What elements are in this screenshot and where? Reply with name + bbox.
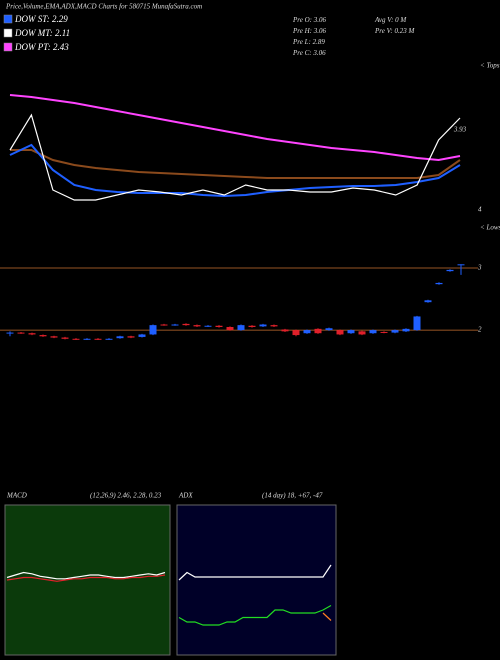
candle-body — [303, 330, 311, 334]
info-text: Pre H: 3.06 — [292, 27, 326, 35]
info-label: Pre H: — [292, 27, 312, 35]
info-label: Pre C: — [292, 49, 312, 57]
series-line — [6, 571, 166, 580]
candle-body — [171, 324, 179, 326]
candle-body — [116, 336, 124, 339]
y-tick-label: 2 — [478, 326, 482, 334]
legend-text: DOW MT: 2.11 — [14, 28, 70, 38]
legend-value: 2.29 — [52, 14, 68, 24]
series-line — [9, 113, 461, 201]
legend-label: DOW PT: — [14, 42, 51, 52]
candle-body — [6, 332, 14, 334]
info-unit: M — [408, 27, 416, 35]
candle-body — [72, 338, 80, 340]
info-label: Pre V: — [374, 27, 393, 35]
candle-body — [424, 300, 432, 303]
candle-body — [215, 325, 223, 327]
candle-body — [391, 330, 399, 333]
candle-body — [127, 336, 135, 338]
info-text: Avg V: 0 M — [374, 16, 407, 24]
info-unit: M — [399, 16, 407, 24]
candle-body — [105, 338, 113, 340]
candle-body — [446, 269, 454, 272]
series-line — [6, 574, 166, 582]
candle-body — [138, 334, 146, 337]
candle-body — [314, 328, 322, 334]
y-tick-label: 4 — [478, 206, 482, 214]
candle-body — [160, 324, 168, 326]
candle-body — [402, 328, 410, 332]
candle-body — [325, 328, 333, 331]
candle-body — [204, 325, 212, 327]
candle-body — [292, 330, 300, 336]
series-line — [10, 149, 461, 179]
candle-body — [435, 282, 443, 285]
legend-swatch — [3, 14, 13, 24]
series-line — [322, 612, 332, 621]
info-text: Pre V: 0.23 M — [374, 27, 416, 35]
legend-label: DOW ST: — [14, 14, 50, 24]
info-value: 0.23 — [395, 27, 408, 35]
info-label: Avg V: — [374, 16, 393, 24]
annotation: < Lows — [480, 224, 500, 232]
info-text: Pre C: 3.06 — [292, 49, 326, 57]
candle-body — [61, 337, 69, 339]
candle-body — [193, 325, 201, 327]
legend-value: 2.11 — [55, 28, 70, 38]
info-value: 3.06 — [313, 27, 327, 35]
candle-body — [50, 336, 58, 338]
annotation: < Tops — [480, 62, 500, 70]
legend-swatch — [3, 28, 13, 38]
candle-body — [380, 331, 388, 333]
candle-body — [369, 330, 377, 334]
series-line — [178, 564, 332, 581]
series-line — [178, 604, 332, 626]
candle-body — [270, 325, 278, 327]
panel-title: ADX — [178, 492, 193, 500]
annotation: 3.93 — [453, 126, 467, 134]
candle-body — [248, 325, 256, 327]
series-line — [9, 143, 461, 198]
info-value: 3.06 — [312, 49, 326, 57]
candle-body — [336, 330, 344, 335]
panel-bg — [176, 504, 337, 656]
y-tick-label: 3 — [477, 264, 482, 272]
legend-text: DOW ST: 2.29 — [14, 14, 68, 24]
panel-subtitle: (12,26,9) 2.46, 2.28, 0.23 — [90, 492, 162, 500]
candle-body — [94, 338, 102, 340]
candle-body — [182, 323, 190, 326]
info-label: Pre L: — [292, 38, 311, 46]
legend-value: 2.43 — [53, 42, 69, 52]
candle-body — [281, 329, 289, 332]
candle-body — [83, 338, 91, 340]
panel-title: MACD — [6, 492, 27, 500]
info-label: Pre O: — [292, 16, 312, 24]
info-value: 2.89 — [313, 38, 326, 46]
page-title: Price,Volume,EMA,ADX,MACD Charts for 580… — [5, 3, 202, 11]
series-line — [9, 94, 461, 162]
info-text: Pre O: 3.06 — [292, 16, 326, 24]
info-value: 3.06 — [313, 16, 327, 24]
candle-body — [259, 324, 267, 327]
candle-body — [149, 325, 157, 335]
candle-body — [457, 264, 465, 266]
candle-body — [237, 325, 245, 331]
candle-body — [413, 316, 421, 331]
info-text: Pre L: 2.89 — [292, 38, 325, 46]
legend-label: DOW MT: — [14, 28, 53, 38]
info-value: 0 — [395, 16, 399, 24]
candle-body — [17, 332, 25, 334]
candle-body — [28, 333, 36, 335]
candle-body — [358, 331, 366, 335]
panel-bg — [4, 504, 171, 656]
legend-swatch — [3, 42, 13, 52]
candle-body — [39, 335, 47, 337]
legend-text: DOW PT: 2.43 — [14, 42, 69, 52]
candle-body — [226, 327, 234, 331]
candle-body — [347, 330, 355, 334]
panel-subtitle: (14 day) 18, +67, -47 — [262, 492, 323, 500]
